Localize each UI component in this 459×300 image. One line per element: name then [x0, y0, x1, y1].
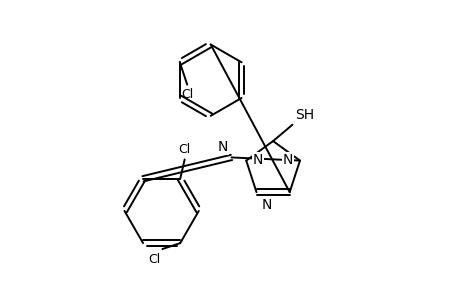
- Text: SH: SH: [295, 108, 314, 122]
- Text: Cl: Cl: [181, 88, 193, 100]
- Text: Cl: Cl: [148, 253, 161, 266]
- Text: N: N: [261, 197, 272, 212]
- Text: Cl: Cl: [178, 143, 190, 157]
- Text: N: N: [252, 153, 263, 167]
- Text: N: N: [282, 153, 293, 167]
- Text: N: N: [218, 140, 228, 154]
